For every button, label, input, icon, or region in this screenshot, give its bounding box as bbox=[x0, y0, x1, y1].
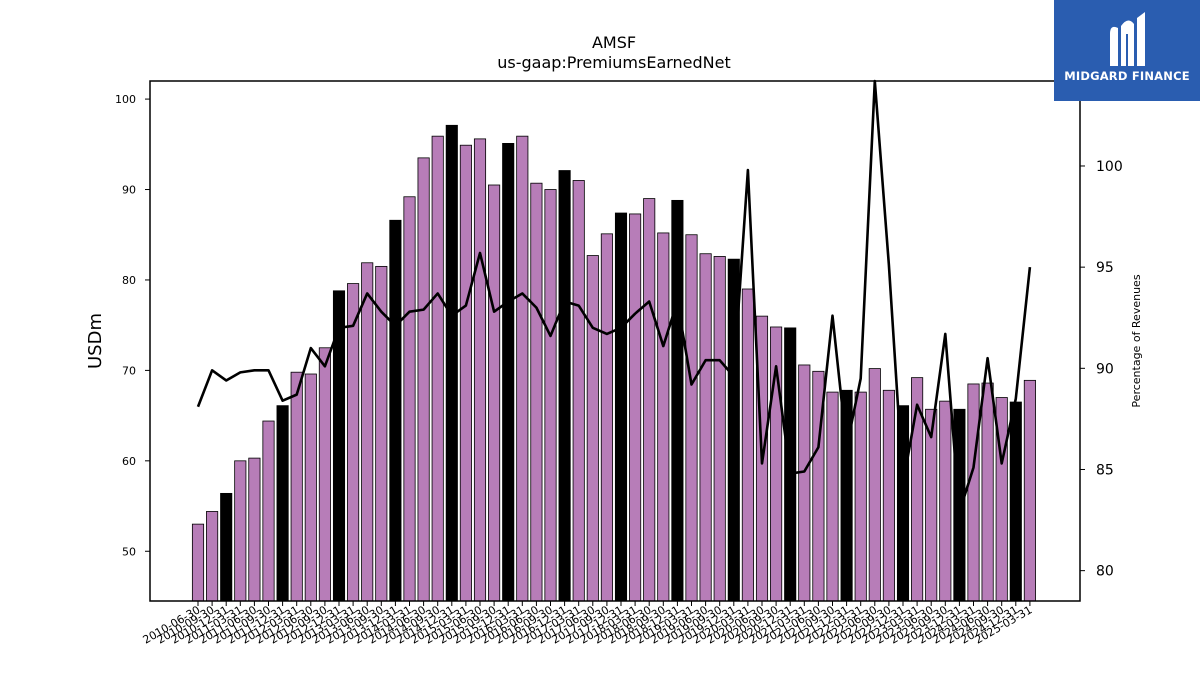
bar bbox=[234, 460, 247, 602]
bar bbox=[713, 256, 726, 602]
bar bbox=[600, 233, 613, 602]
bar bbox=[290, 371, 303, 602]
bar bbox=[262, 420, 275, 602]
x-axis: 2010-06-302010-09-302010-12-312011-03-31… bbox=[141, 601, 1034, 647]
right-axis: 80 85 90 95 100 bbox=[1080, 159, 1123, 580]
bar bbox=[671, 199, 684, 602]
bar bbox=[614, 212, 628, 602]
bar bbox=[318, 347, 331, 602]
bar bbox=[544, 189, 557, 602]
bar bbox=[220, 492, 233, 602]
brand-logo-text: MIDGARD FINANCE bbox=[1064, 69, 1190, 83]
y2-tick-label: 100 bbox=[1096, 159, 1123, 175]
y2-tick-label: 90 bbox=[1096, 361, 1114, 377]
bar bbox=[417, 157, 430, 602]
plot-frame bbox=[149, 80, 1081, 602]
bar bbox=[403, 196, 416, 602]
y-tick-label: 70 bbox=[122, 364, 136, 377]
bar bbox=[572, 180, 585, 602]
brand-logo: MIDGARD FINANCE bbox=[1054, 0, 1200, 101]
y-tick-label: 100 bbox=[115, 93, 136, 106]
bar bbox=[868, 368, 881, 602]
bar bbox=[347, 283, 360, 602]
y-tick-label: 60 bbox=[122, 455, 136, 468]
y2-tick-label: 80 bbox=[1096, 564, 1114, 580]
y-tick-label: 90 bbox=[122, 184, 136, 197]
bar bbox=[967, 383, 980, 602]
y2-tick-label: 95 bbox=[1096, 260, 1114, 276]
y-tick-label: 80 bbox=[122, 274, 136, 287]
chart-title: AMSF bbox=[592, 33, 636, 52]
line-path bbox=[196, 79, 1032, 514]
bar bbox=[643, 198, 656, 602]
bar bbox=[459, 144, 472, 602]
bar bbox=[699, 253, 712, 602]
bar bbox=[826, 391, 839, 602]
bar bbox=[1009, 401, 1022, 602]
bar bbox=[248, 457, 261, 602]
bar bbox=[488, 184, 501, 602]
bar bbox=[981, 382, 994, 602]
bar bbox=[657, 232, 670, 602]
bar bbox=[389, 219, 402, 602]
bar bbox=[445, 124, 458, 602]
bar bbox=[798, 364, 811, 602]
bar bbox=[741, 288, 754, 602]
bar bbox=[516, 135, 529, 602]
bar bbox=[882, 389, 895, 602]
bar bbox=[1023, 379, 1036, 602]
bar bbox=[276, 405, 289, 602]
bar bbox=[191, 523, 205, 602]
bar bbox=[558, 170, 571, 602]
bar bbox=[629, 213, 642, 602]
bar bbox=[939, 400, 952, 602]
bar bbox=[502, 142, 515, 602]
y2-axis-label: Percentage of Revenues bbox=[1130, 274, 1143, 407]
y2-tick-label: 85 bbox=[1096, 462, 1114, 478]
y-axis-label: USDm bbox=[85, 313, 106, 369]
left-axis: 50 60 70 80 90 100 bbox=[115, 93, 150, 558]
brand-logo-icon bbox=[1110, 12, 1145, 67]
bar bbox=[206, 511, 219, 602]
bar bbox=[530, 182, 543, 602]
y-tick-label: 50 bbox=[122, 545, 136, 558]
bar bbox=[304, 373, 317, 602]
bar bbox=[361, 262, 374, 602]
bar bbox=[854, 391, 867, 602]
bar bbox=[685, 234, 698, 602]
bar bbox=[473, 138, 487, 602]
bar bbox=[431, 135, 444, 602]
bar-series bbox=[191, 124, 1036, 602]
line-series bbox=[196, 79, 1032, 514]
chart-subtitle: us-gaap:PremiumsEarnedNet bbox=[497, 53, 731, 72]
bar bbox=[586, 255, 599, 602]
